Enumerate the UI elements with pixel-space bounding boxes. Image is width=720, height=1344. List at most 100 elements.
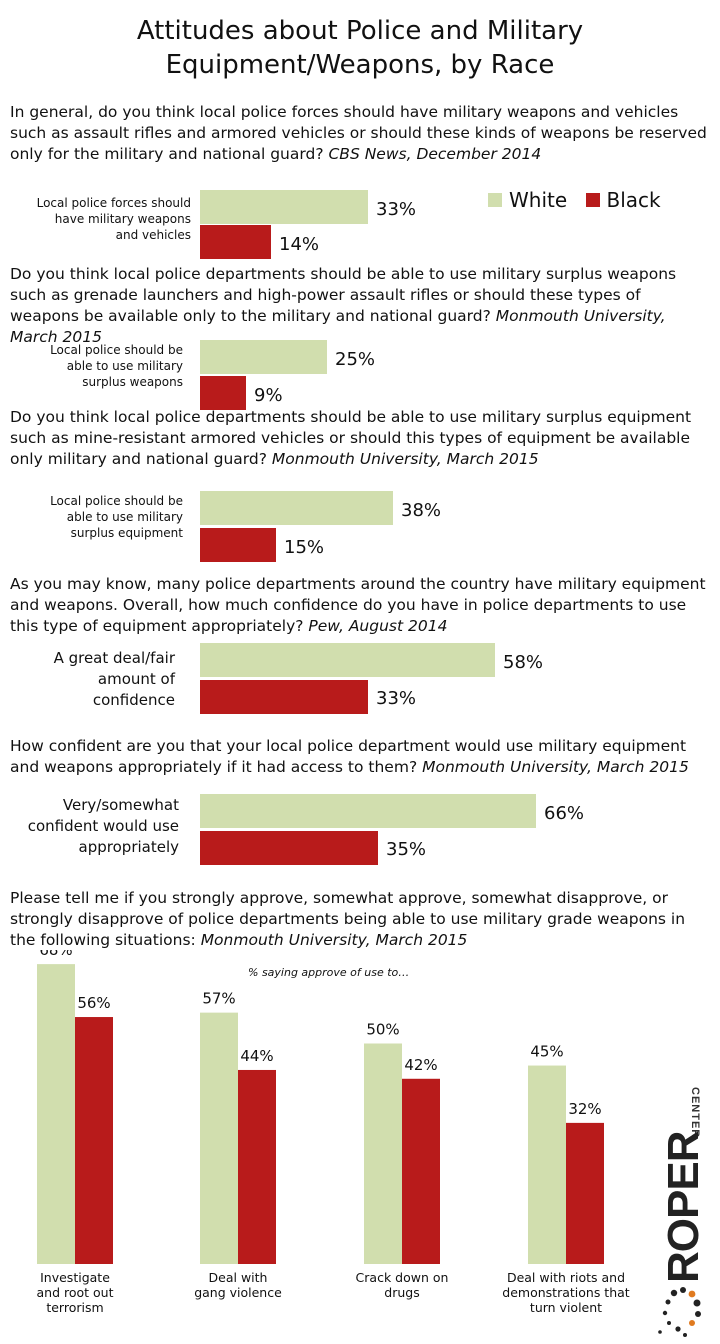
bar-white-3: [200, 491, 393, 525]
row-label-1-line-2: have military weapons: [54, 212, 191, 226]
question-3-text: Do you think local police departments sh…: [10, 408, 692, 468]
category-label-4-line-3: turn violent: [530, 1300, 602, 1315]
vbar-label-white-2: 57%: [202, 990, 235, 1008]
question-5-text: How confident are you that your local po…: [10, 737, 687, 776]
category-label-3-line-2: drugs: [384, 1285, 419, 1300]
category-label-1-line-2: and root out: [37, 1285, 114, 1300]
vbar-label-white-1: 68%: [39, 950, 72, 959]
legend-swatch-white: [488, 193, 502, 207]
bar-black-2: [200, 376, 246, 410]
question-6-text: Please tell me if you strongly approve, …: [10, 889, 686, 949]
question-6-source: Monmouth University, March 2015: [200, 931, 468, 949]
question-4-source: Pew, August 2014: [308, 617, 448, 635]
value-white-2: 25%: [335, 349, 376, 370]
row-label-5-line-3: appropriately: [78, 838, 179, 856]
row-label-3: Local police should be able to use milit…: [10, 493, 183, 541]
row-label-5: Very/somewhat confident would use approp…: [10, 795, 179, 858]
vbar-white-3: [364, 1043, 402, 1264]
value-black-1: 14%: [279, 234, 320, 255]
logo-roper-text: ROPER: [659, 1131, 708, 1283]
row-label-2-line-1: Local police should be: [50, 343, 183, 357]
vbar-black-4: [566, 1122, 604, 1264]
question-1-source: CBS News, December 2014: [328, 145, 542, 163]
bar-white-2: [200, 340, 327, 374]
category-label-2-line-2: gang violence: [194, 1285, 282, 1300]
vbar-black-1: [75, 1017, 113, 1264]
category-label-4-line-2: demonstrations that: [502, 1285, 629, 1300]
vbar-label-black-4: 32%: [568, 1100, 601, 1118]
legend-item-black: Black: [585, 187, 661, 213]
row-label-3-line-1: Local police should be: [50, 494, 183, 508]
row-label-3-line-2: able to use military: [66, 510, 183, 524]
title-line-2: Equipment/Weapons, by Race: [165, 50, 555, 80]
question-4-text: As you may know, many police departments…: [10, 575, 706, 635]
vbar-label-black-2: 44%: [240, 1047, 273, 1065]
title-line-1: Attitudes about Police and Military: [136, 16, 584, 46]
vbar-black-2: [238, 1069, 276, 1264]
row-label-5-line-1: Very/somewhat: [62, 796, 179, 814]
vbar-label-white-4: 45%: [530, 1043, 563, 1061]
question-3-source: Monmouth University, March 2015: [271, 450, 539, 468]
bottom-chart-note: % saying approve of use to…: [248, 966, 410, 979]
question-5-source: Monmouth University, March 2015: [422, 758, 689, 776]
value-black-3: 15%: [284, 537, 325, 558]
question-2-source: Monmouth University, March 2015: [10, 307, 666, 346]
value-black-5: 35%: [386, 839, 427, 860]
question-4: As you may know, many police departments…: [10, 574, 710, 637]
question-6: Please tell me if you strongly approve, …: [10, 888, 710, 951]
question-5: How confident are you that your local po…: [10, 736, 710, 778]
vbar-white-4: [528, 1065, 566, 1264]
logo-dots-mark: [658, 1287, 701, 1337]
row-label-3-line-3: surplus equipment: [70, 526, 183, 540]
value-white-5: 66%: [544, 803, 585, 824]
bar-black-5: [200, 831, 378, 865]
bar-black-1: [200, 225, 271, 259]
question-2-text: Do you think local police departments sh…: [10, 265, 677, 325]
row-label-4-line-2: amount of: [97, 670, 175, 688]
row-label-5-line-2: confident would use: [27, 817, 179, 835]
row-label-1-line-1: Local police forces should: [36, 196, 191, 210]
legend-item-white: White: [488, 187, 567, 213]
question-1: In general, do you think local police fo…: [10, 102, 710, 165]
row-label-4: A great deal/fair amount of confidence: [10, 648, 175, 711]
category-label-1-line-1: Investigate: [40, 1270, 110, 1285]
legend: White Black: [488, 187, 673, 213]
bar-white-4: [200, 643, 495, 677]
vbar-label-white-3: 50%: [366, 1021, 399, 1039]
bar-black-4: [200, 680, 368, 714]
chart-title: Attitudes about Police and Military Equi…: [0, 14, 720, 82]
value-white-1: 33%: [376, 199, 417, 220]
legend-label-white: White: [509, 188, 568, 212]
value-black-2: 9%: [254, 385, 283, 406]
vbar-label-black-3: 42%: [404, 1056, 437, 1074]
legend-swatch-black: [585, 193, 600, 207]
category-label-3-line-1: Crack down on: [356, 1270, 449, 1285]
vbar-label-black-1: 56%: [77, 994, 110, 1012]
bar-white-5: [200, 794, 536, 828]
row-label-4-line-3: confidence: [92, 691, 175, 709]
bar-black-3: [200, 528, 276, 562]
category-label-4-line-1: Deal with riots and: [507, 1270, 625, 1285]
roper-center-logo: CENTER ROPER: [658, 1087, 708, 1337]
row-label-1: Local police forces should have military…: [10, 195, 191, 243]
value-white-3: 38%: [401, 500, 442, 521]
row-label-1-line-3: and vehicles: [115, 228, 191, 242]
bar-white-1: [200, 190, 368, 224]
row-label-2-line-2: able to use military: [66, 359, 183, 373]
question-3: Do you think local police departments sh…: [10, 407, 710, 470]
value-white-4: 58%: [503, 652, 544, 673]
logo-center-text: CENTER: [689, 1087, 701, 1138]
row-label-2: Local police should be able to use milit…: [10, 342, 183, 390]
vbar-white-1: [37, 964, 75, 1264]
vbar-white-2: [200, 1012, 238, 1264]
question-2: Do you think local police departments sh…: [10, 264, 710, 348]
row-label-4-line-1: A great deal/fair: [53, 649, 175, 667]
vbar-black-3: [402, 1078, 440, 1264]
category-label-2-line-1: Deal with: [209, 1270, 268, 1285]
row-label-2-line-3: surplus weapons: [82, 375, 183, 389]
question-1-text: In general, do you think local police fo…: [10, 103, 707, 163]
legend-label-black: Black: [606, 188, 661, 212]
value-black-4: 33%: [376, 688, 417, 709]
category-label-1-line-3: terrorism: [46, 1300, 103, 1315]
